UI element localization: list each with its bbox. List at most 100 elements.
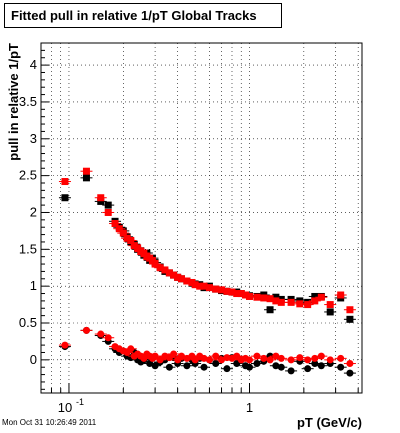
data-point-square bbox=[134, 244, 142, 252]
y-tick-label: 4 bbox=[30, 57, 37, 72]
data-point-circle bbox=[205, 356, 213, 364]
data-point-square bbox=[237, 290, 245, 298]
data-point-circle bbox=[151, 352, 159, 360]
data-point-square bbox=[191, 281, 199, 289]
y-tick-label: 0.5 bbox=[19, 315, 37, 330]
data-point-circle bbox=[317, 352, 325, 360]
data-point-circle bbox=[245, 356, 253, 364]
data-point-square bbox=[311, 297, 319, 305]
data-point-square bbox=[218, 286, 226, 294]
data-point-circle bbox=[170, 350, 178, 358]
data-point-square bbox=[119, 229, 127, 237]
data-point-circle bbox=[287, 356, 295, 364]
data-point-square bbox=[148, 256, 156, 264]
data-point-square bbox=[223, 287, 231, 295]
data-point-square bbox=[326, 301, 334, 309]
data-point-circle bbox=[245, 363, 253, 371]
data-point-circle bbox=[212, 352, 220, 360]
data-point-square bbox=[104, 201, 112, 209]
data-point-circle bbox=[317, 362, 325, 370]
data-marks bbox=[58, 167, 356, 377]
data-point-circle bbox=[82, 326, 90, 334]
data-point-square bbox=[346, 306, 354, 314]
data-point-circle bbox=[260, 354, 268, 362]
data-point-square bbox=[346, 315, 354, 323]
data-point-square bbox=[161, 266, 169, 274]
data-point-square bbox=[272, 293, 280, 301]
data-point-square bbox=[296, 300, 304, 308]
data-point-circle bbox=[277, 354, 285, 362]
data-point-square bbox=[104, 208, 112, 216]
data-point-circle bbox=[304, 356, 312, 364]
data-point-circle bbox=[277, 363, 285, 371]
y-tick-label: 1.5 bbox=[19, 241, 37, 256]
data-point-circle bbox=[97, 330, 105, 338]
y-tick-label: 3.5 bbox=[19, 94, 37, 109]
data-point-square bbox=[97, 197, 105, 205]
data-point-square bbox=[212, 285, 220, 293]
data-point-square bbox=[287, 298, 295, 306]
data-point-square bbox=[205, 284, 213, 292]
data-point-circle bbox=[266, 356, 274, 364]
data-point-square bbox=[140, 249, 148, 257]
data-point-circle bbox=[337, 363, 345, 371]
data-point-square bbox=[151, 260, 159, 268]
data-point-square bbox=[272, 297, 280, 305]
data-point-circle bbox=[326, 356, 334, 364]
data-point-square bbox=[170, 271, 178, 279]
x-axis-title: pT (GeV/c) bbox=[297, 415, 362, 430]
data-point-square bbox=[97, 194, 105, 202]
tick-labels: 0 0.5 1 1.5 2 2.5 3 3.5 4 10 -1 1 bbox=[19, 57, 253, 415]
data-point-square bbox=[82, 174, 90, 182]
data-point-square bbox=[260, 294, 268, 302]
x-tick-label-exponent: -1 bbox=[76, 397, 84, 407]
data-point-circle bbox=[346, 369, 354, 377]
data-point-square bbox=[111, 220, 119, 228]
data-point-square bbox=[241, 291, 249, 299]
data-point-square bbox=[266, 295, 274, 303]
data-point-circle bbox=[287, 367, 295, 375]
y-tick-label: 3 bbox=[30, 131, 37, 146]
y-tick-label: 1 bbox=[30, 278, 37, 293]
data-point-circle bbox=[304, 365, 312, 373]
data-point-circle bbox=[296, 354, 304, 362]
data-point-circle bbox=[223, 365, 231, 373]
data-point-square bbox=[253, 293, 261, 301]
timestamp: Mon Oct 31 10:26:49 2011 bbox=[2, 418, 97, 427]
grid bbox=[41, 43, 362, 393]
y-tick-label: 2.5 bbox=[19, 168, 37, 183]
data-point-circle bbox=[183, 362, 191, 370]
data-point-square bbox=[317, 293, 325, 301]
data-point-circle bbox=[151, 362, 159, 370]
data-point-square bbox=[311, 292, 319, 300]
data-point-square bbox=[115, 225, 123, 233]
data-point-square bbox=[61, 178, 69, 186]
data-point-circle bbox=[104, 334, 112, 342]
y-tick-label: 0 bbox=[30, 352, 37, 367]
axes bbox=[40, 42, 363, 394]
data-point-square bbox=[156, 264, 164, 272]
data-point-square bbox=[245, 292, 253, 300]
data-point-square bbox=[200, 282, 208, 290]
plot-frame bbox=[40, 42, 363, 394]
data-point-square bbox=[174, 273, 182, 281]
data-point-square bbox=[61, 194, 69, 202]
data-point-circle bbox=[346, 360, 354, 368]
data-point-square bbox=[337, 291, 345, 299]
data-point-square bbox=[266, 306, 274, 314]
data-point-circle bbox=[337, 354, 345, 362]
data-point-square bbox=[277, 298, 285, 306]
data-point-circle bbox=[127, 345, 135, 353]
chart-title: Fitted pull in relative 1/pT Global Trac… bbox=[4, 3, 282, 28]
data-point-square bbox=[165, 269, 173, 277]
data-point-square bbox=[326, 308, 334, 316]
data-point-square bbox=[123, 234, 131, 242]
y-tick-label: 2 bbox=[30, 204, 37, 219]
data-point-circle bbox=[156, 356, 164, 364]
data-point-square bbox=[183, 277, 191, 285]
data-point-square bbox=[177, 275, 185, 283]
data-point-square bbox=[82, 167, 90, 175]
data-point-circle bbox=[200, 363, 208, 371]
x-tick-label: 1 bbox=[246, 400, 253, 415]
